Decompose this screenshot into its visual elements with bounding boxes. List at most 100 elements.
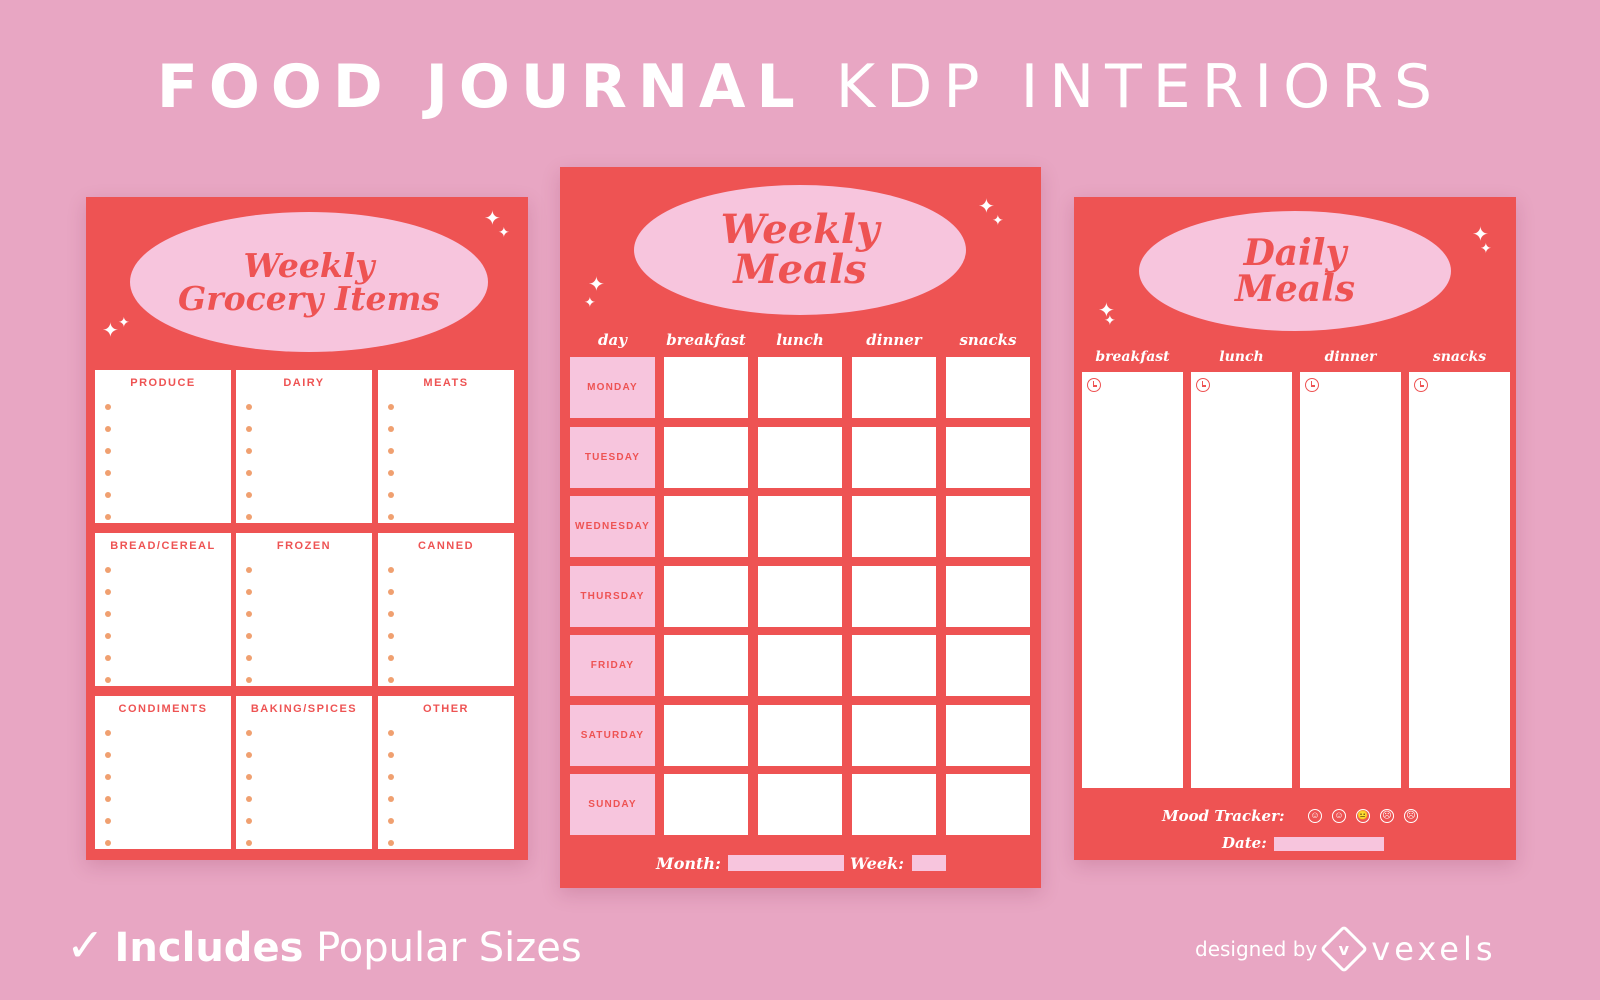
clock-icon [1414,378,1428,392]
bullet-dot [246,426,252,432]
daily-title-oval: Daily Meals [1139,211,1451,331]
clock-icon [1305,378,1319,392]
grocery-category-label: BREAD/CEREAL [110,540,216,552]
bullet-dot [105,492,111,498]
meal-entry-cell[interactable] [664,704,748,766]
bullet-dot [246,730,252,736]
grocery-box[interactable]: FROZEN [236,533,372,686]
grocery-box[interactable]: CANNED [378,533,514,686]
meal-entry-cell[interactable] [852,774,936,835]
meal-entry-cell[interactable] [758,704,842,766]
bullet-dot [246,818,252,824]
weekly-column-header: day [598,331,627,349]
bullet-dot [246,796,252,802]
bullet-dot [388,514,394,520]
meal-entry-cell[interactable] [758,565,842,627]
meal-entry-cell[interactable] [664,426,748,488]
meal-entry-cell[interactable] [852,704,936,766]
sparkle-icon: ✦ ✦ [1098,300,1116,328]
meal-column[interactable] [1300,372,1401,788]
grocery-box[interactable]: MEATS [378,370,514,523]
bullet-dot [105,774,111,780]
grocery-box[interactable]: DAIRY [236,370,372,523]
meal-entry-cell[interactable] [664,496,748,557]
meal-column[interactable] [1082,372,1183,788]
meal-entry-cell[interactable] [664,774,748,835]
bullet-dot [246,404,252,410]
meal-entry-cell[interactable] [852,426,936,488]
meal-entry-cell[interactable] [946,496,1030,557]
bullet-list [246,404,252,536]
daily-page: Daily Meals ✦ ✦ ✦ ✦ breakfast lunch dinner sn… [1074,197,1516,860]
meal-entry-cell[interactable] [946,426,1030,488]
meal-entry-cell[interactable] [946,774,1030,835]
meal-entry-cell[interactable] [664,635,748,696]
daily-column-header: snacks [1432,349,1487,365]
bullet-dot [388,589,394,595]
grocery-box[interactable]: CONDIMENTS [95,696,231,849]
bullet-dot [388,492,394,498]
bullet-list [388,567,394,699]
grocery-category-label: BAKING/SPICES [250,703,358,715]
grocery-box[interactable]: OTHER [378,696,514,849]
sparkle-icon: ✦ ✦ [102,314,130,342]
bullet-dot [388,655,394,661]
grocery-title-oval: Weekly Grocery Items [130,212,488,352]
grocery-category-label: OTHER [423,703,469,715]
meal-column[interactable] [1409,372,1510,788]
date-field[interactable] [1274,837,1384,851]
day-label: THURSDAY [570,565,655,627]
headline-bold: FOOD JOURNAL [156,52,806,122]
designed-by-label: designed by [1195,937,1318,961]
mood-face-icon[interactable]: ☺ [1332,809,1346,823]
bullet-dot [246,448,252,454]
mood-face-icon[interactable]: ☺ [1308,809,1322,823]
mood-face-icon[interactable]: ☹ [1380,809,1394,823]
month-label: Month: [656,854,721,873]
weekly-page: Weekly Meals ✦ ✦ ✦ ✦ day breakfast lunch dinn… [560,167,1041,888]
meal-entry-cell[interactable] [946,565,1030,627]
bullet-dot [105,677,111,683]
meal-entry-cell[interactable] [946,635,1030,696]
grocery-category-label: CONDIMENTS [118,703,208,715]
meal-entry-cell[interactable] [946,357,1030,418]
bullet-dot [246,492,252,498]
bullet-dot [246,655,252,661]
grocery-category-label: DAIRY [283,377,325,389]
grocery-box[interactable]: BAKING/SPICES [236,696,372,849]
bullet-dot [246,567,252,573]
grocery-category-label: CANNED [417,540,475,552]
meal-entry-cell[interactable] [758,357,842,418]
meal-entry-cell[interactable] [852,496,936,557]
vexels-logo-icon: v [1320,924,1369,974]
bullet-dot [105,470,111,476]
bullet-list [105,404,111,536]
grocery-page: Weekly Grocery Items ✦ ✦ ✦ ✦ PRODUCE DAIRY M… [86,197,528,860]
mood-face-icon[interactable]: 😐 [1356,809,1370,823]
meal-entry-cell[interactable] [758,426,842,488]
meal-entry-cell[interactable] [946,704,1030,766]
meal-entry-cell[interactable] [852,635,936,696]
meal-entry-cell[interactable] [852,357,936,418]
bullet-dot [105,426,111,432]
meal-entry-cell[interactable] [758,635,842,696]
day-label: SUNDAY [570,774,655,835]
grocery-box[interactable]: BREAD/CEREAL [95,533,231,686]
meal-entry-cell[interactable] [758,774,842,835]
bullet-dot [105,589,111,595]
grocery-box[interactable]: PRODUCE [95,370,231,523]
bullet-dot [388,448,394,454]
meal-column[interactable] [1191,372,1292,788]
meal-entry-cell[interactable] [758,496,842,557]
sparkle-icon: ✦ ✦ [584,274,605,310]
month-field[interactable] [728,855,844,871]
bullet-dot [388,611,394,617]
bullet-dot [388,633,394,639]
meal-entry-cell[interactable] [664,357,748,418]
mood-face-icon[interactable]: ☹ [1404,809,1418,823]
bullet-dot [246,752,252,758]
meal-entry-cell[interactable] [852,565,936,627]
week-field[interactable] [912,855,946,871]
sparkle-icon: ✦ ✦ [484,208,510,240]
meal-entry-cell[interactable] [664,565,748,627]
